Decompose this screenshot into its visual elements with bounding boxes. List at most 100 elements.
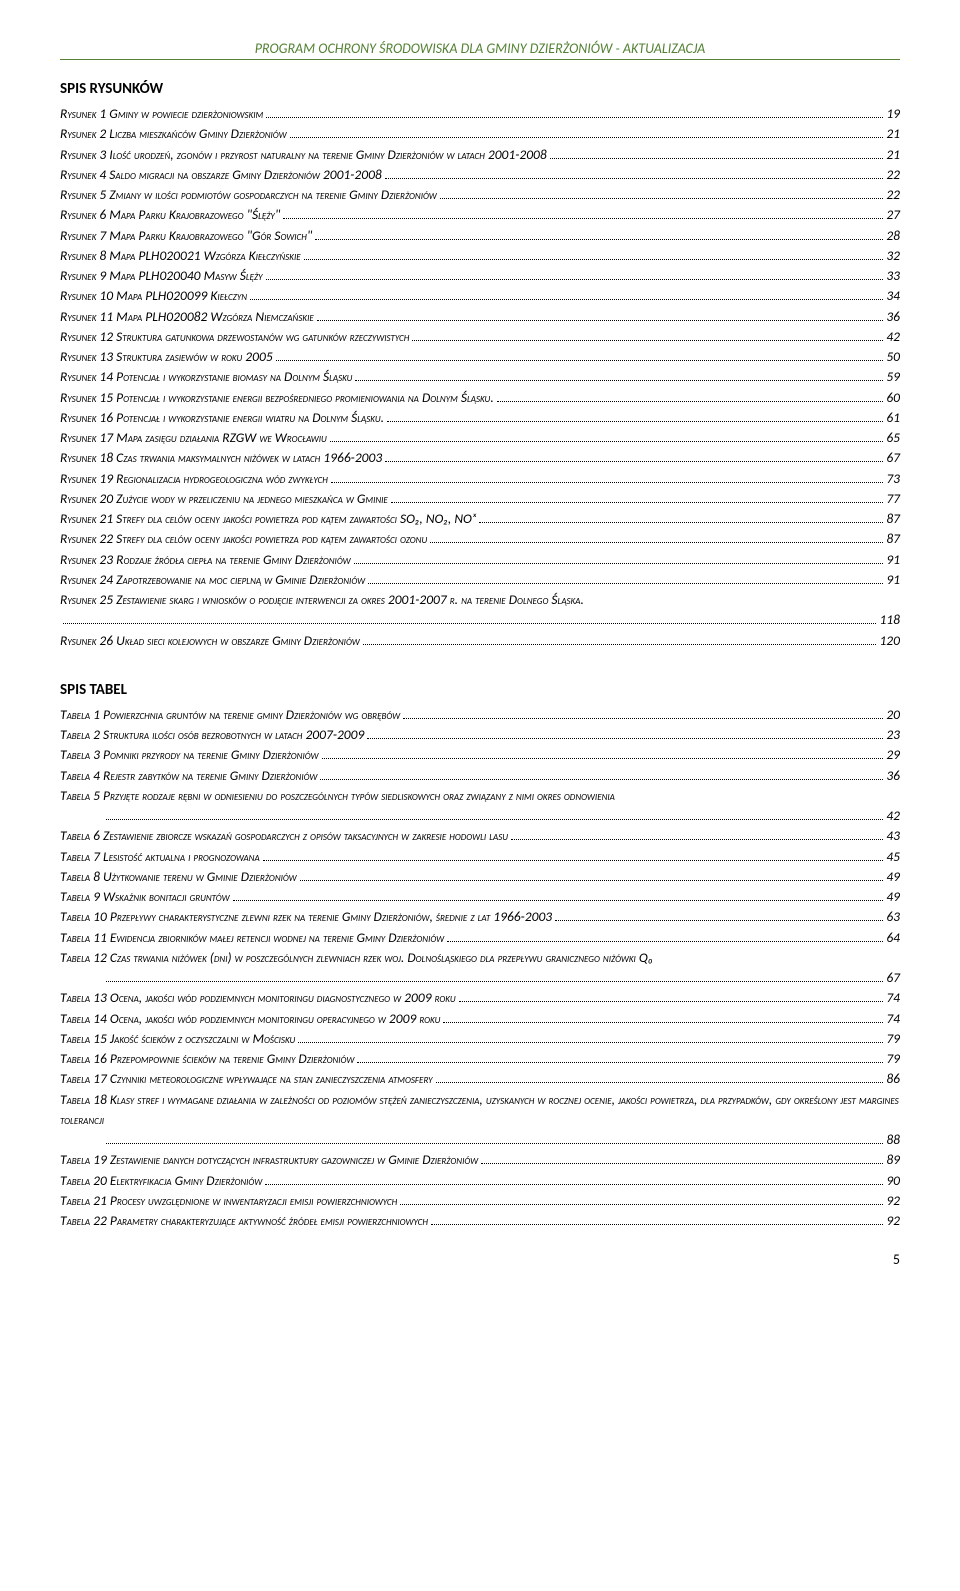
toc-label: Tabela 18 Klasy stref i wymagane działan… [60, 1090, 900, 1131]
toc-label: Tabela 2 Struktura ilości osób bezrobotn… [60, 725, 364, 745]
toc-entry: Tabela 21 Procesy uwzględnione w inwenta… [60, 1191, 900, 1211]
toc-dots [363, 644, 877, 645]
toc-label: Tabela 5 Przyjęte rodzaje rębni w odnies… [60, 786, 615, 806]
toc-entry: Tabela 2 Struktura ilości osób bezrobotn… [60, 725, 900, 745]
toc-dots [430, 542, 883, 543]
toc-entry: Rysunek 10 Mapa PLH020099 Kiełczyn34 [60, 286, 900, 306]
toc-label: Rysunek 10 Mapa PLH020099 Kiełczyn [60, 286, 247, 306]
toc-page: 88 [886, 1130, 900, 1150]
toc-dots [440, 198, 884, 199]
toc-entry: Rysunek 6 Mapa Parku Krajobrazowego "Ślę… [60, 205, 900, 225]
toc-label: Tabela 8 Użytkowanie terenu w Gminie Dzi… [60, 867, 297, 887]
toc-dots [555, 920, 883, 921]
toc-dots [266, 117, 883, 118]
toc-label: Rysunek 20 Zużycie wody w przeliczeniu n… [60, 489, 388, 509]
toc-label: Rysunek 22 Strefy dla celów oceny jakośc… [60, 529, 427, 549]
toc-page: 64 [886, 928, 900, 948]
toc-dots [447, 941, 883, 942]
toc-dots [385, 461, 883, 462]
toc-dots [315, 239, 883, 240]
toc-dots [317, 320, 884, 321]
toc-page: 32 [886, 246, 900, 266]
toc-dots [368, 583, 883, 584]
toc-dots [250, 299, 883, 300]
toc-page: 49 [886, 867, 900, 887]
toc-label: Rysunek 19 Regionalizacja hydrogeologicz… [60, 469, 328, 489]
toc-dots [511, 839, 883, 840]
toc-label: Tabela 21 Procesy uwzględnione w inwenta… [60, 1191, 397, 1211]
toc-page: 87 [886, 529, 900, 549]
toc-page: 42 [886, 327, 900, 347]
toc-entry: Tabela 20 Elektryfikacja Gminy Dzierżoni… [60, 1171, 900, 1191]
toc-label: Tabela 12 Czas trwania niżówek (dni) w p… [60, 948, 653, 968]
toc-label: Rysunek 26 Układ sieci kolejowych w obsz… [60, 631, 360, 651]
toc-entry: Tabela 1 Powierzchnia gruntów na terenie… [60, 705, 900, 725]
toc-entry: Rysunek 26 Układ sieci kolejowych w obsz… [60, 631, 900, 651]
toc-label: Tabela 3 Pomniki przyrody na terenie Gmi… [60, 745, 319, 765]
toc-label: Rysunek 2 Liczba mieszkańców Gminy Dzier… [60, 124, 287, 144]
toc-entry-continuation: 67 [60, 968, 900, 988]
toc-entry-continuation: 42 [60, 806, 900, 826]
toc-entry: Rysunek 20 Zużycie wody w przeliczeniu n… [60, 489, 900, 509]
toc-label: Tabela 4 Rejestr zabytków na terenie Gmi… [60, 766, 317, 786]
toc-label: Tabela 11 Ewidencja zbiorników małej ret… [60, 928, 444, 948]
toc-dots [276, 360, 884, 361]
toc-page: 77 [886, 489, 900, 509]
toc-label: Tabela 1 Powierzchnia gruntów na terenie… [60, 705, 400, 725]
toc-page: 61 [886, 408, 900, 428]
toc-entry: Tabela 15 Jakość ścieków z oczyszczalni … [60, 1029, 900, 1049]
toc-page: 92 [886, 1191, 900, 1211]
toc-label: Tabela 16 Przepompownie ścieków na teren… [60, 1049, 354, 1069]
toc-page: 87 [886, 509, 900, 529]
toc-dots [357, 1062, 883, 1063]
toc-entry: Tabela 8 Użytkowanie terenu w Gminie Dzi… [60, 867, 900, 887]
toc-dots [331, 482, 883, 483]
toc-label: Tabela 9 Wskaźnik bonitacji gruntów [60, 887, 230, 907]
toc-entry: Tabela 11 Ewidencja zbiorników małej ret… [60, 928, 900, 948]
toc-entry: Rysunek 19 Regionalizacja hydrogeologicz… [60, 469, 900, 489]
toc-label: Rysunek 25 Zestawienie skarg i wniosków … [60, 590, 584, 610]
toc-entry: Tabela 14 Ocena, jakości wód podziemnych… [60, 1009, 900, 1029]
toc-entry: Tabela 10 Przepływy charakterystyczne zl… [60, 907, 900, 927]
toc-entry: Rysunek 14 Potencjał i wykorzystanie bio… [60, 367, 900, 387]
toc-page: 43 [886, 826, 900, 846]
toc-page: 65 [886, 428, 900, 448]
toc-dots [106, 1143, 883, 1144]
toc-label: Rysunek 3 Ilość urodzeń, zgonów i przyro… [60, 145, 547, 165]
toc-label: Rysunek 21 Strefy dla celów oceny jakośc… [60, 509, 476, 529]
toc-entry: Rysunek 5 Zmiany w ilości podmiotów gosp… [60, 185, 900, 205]
toc-page: 67 [886, 968, 900, 988]
toc-page: 59 [886, 367, 900, 387]
toc-dots [367, 738, 883, 739]
toc-page: 36 [886, 766, 900, 786]
toc-label: Rysunek 17 Mapa zasięgu działania RZGW w… [60, 428, 327, 448]
toc-label: Rysunek 1 Gminy w powiecie dzierżoniowsk… [60, 104, 263, 124]
page-number: 5 [60, 1251, 900, 1268]
toc-entry: Rysunek 7 Mapa Parku Krajobrazowego "Gór… [60, 226, 900, 246]
toc-entry-continuation: 118 [60, 610, 900, 630]
toc-label: Tabela 7 Lesistość aktualna i prognozowa… [60, 847, 260, 867]
toc-page: 86 [886, 1069, 900, 1089]
toc-page: 29 [886, 745, 900, 765]
toc-entry: Rysunek 25 Zestawienie skarg i wniosków … [60, 590, 900, 610]
toc-entry: Rysunek 24 Zapotrzebowanie na moc ciepln… [60, 570, 900, 590]
toc-page: 90 [886, 1171, 900, 1191]
toc-dots [330, 441, 884, 442]
toc-label: Rysunek 18 Czas trwania maksymalnych niż… [60, 448, 382, 468]
toc-dots [106, 981, 883, 982]
toc-entry: Rysunek 3 Ilość urodzeń, zgonów i przyro… [60, 145, 900, 165]
toc-entry: Rysunek 12 Struktura gatunkowa drzewosta… [60, 327, 900, 347]
toc-page: 21 [886, 124, 900, 144]
toc-entry: Tabela 4 Rejestr zabytków na terenie Gmi… [60, 766, 900, 786]
toc-dots [63, 623, 876, 624]
toc-label: Rysunek 6 Mapa Parku Krajobrazowego "Ślę… [60, 205, 280, 225]
toc-entry: Rysunek 16 Potencjał i wykorzystanie ene… [60, 408, 900, 428]
toc-dots [263, 860, 884, 861]
toc-entry: Rysunek 18 Czas trwania maksymalnych niż… [60, 448, 900, 468]
toc-page: 79 [886, 1029, 900, 1049]
toc-entry: Tabela 13 Ocena, jakości wód podziemnych… [60, 988, 900, 1008]
toc-page: 60 [886, 388, 900, 408]
toc-label: Rysunek 8 Mapa PLH020021 Wzgórza Kiełczy… [60, 246, 301, 266]
toc-entry: Rysunek 17 Mapa zasięgu działania RZGW w… [60, 428, 900, 448]
toc-entry: Tabela 9 Wskaźnik bonitacji gruntów49 [60, 887, 900, 907]
